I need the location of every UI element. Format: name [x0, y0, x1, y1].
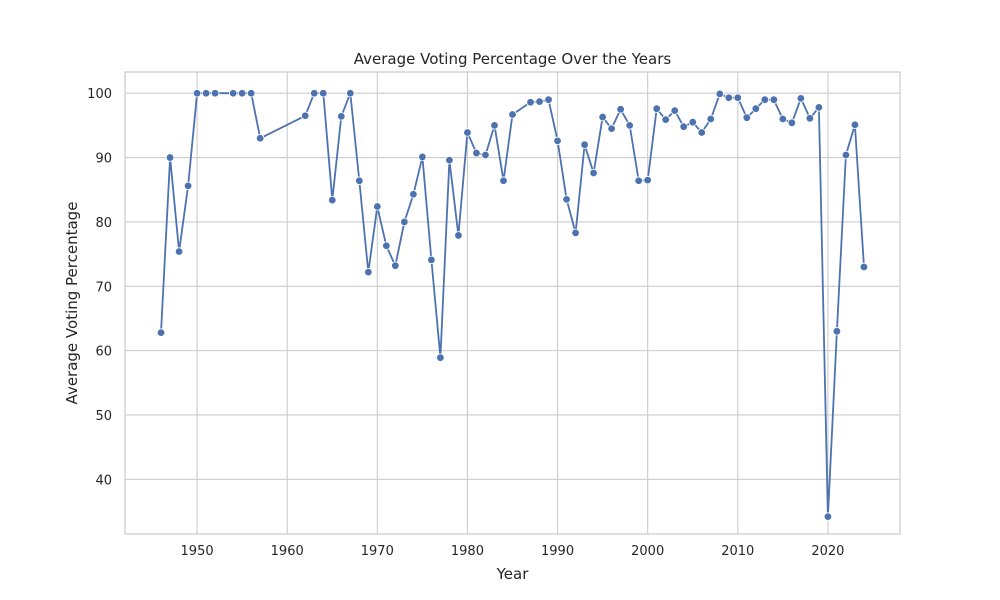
data-point — [832, 327, 842, 336]
data-point — [409, 190, 418, 199]
data-point — [228, 89, 238, 98]
chart-title: Average Voting Percentage Over the Years — [354, 50, 672, 68]
data-point — [255, 134, 265, 143]
data-point — [544, 95, 553, 104]
data-point — [246, 89, 256, 98]
data-point — [670, 106, 679, 115]
data-point — [445, 155, 454, 165]
data-point — [643, 175, 652, 185]
data-point — [724, 93, 733, 102]
plot-frame — [124, 71, 901, 535]
data-point — [328, 195, 337, 205]
y-tick-label: 60 — [95, 345, 112, 360]
series-line — [160, 92, 865, 518]
data-point — [769, 95, 779, 104]
data-point — [436, 353, 445, 362]
data-point — [481, 150, 490, 160]
data-point — [472, 148, 481, 158]
data-point — [733, 93, 742, 102]
data-point — [535, 97, 544, 106]
data-point — [454, 231, 463, 240]
data-point — [787, 118, 797, 128]
data-point — [490, 121, 499, 130]
data-point — [373, 202, 382, 211]
data-point — [192, 89, 202, 98]
data-point — [562, 195, 571, 204]
data-point — [310, 89, 319, 98]
series — [156, 89, 869, 521]
data-point — [598, 112, 607, 122]
x-tick-label: 2000 — [631, 544, 664, 559]
data-point — [814, 103, 824, 112]
data-point — [364, 267, 373, 277]
y-tick-label: 70 — [95, 280, 112, 295]
data-point — [237, 89, 247, 98]
data-point — [427, 255, 436, 265]
data-point — [337, 112, 346, 121]
data-point — [346, 89, 355, 98]
x-tick-label: 2020 — [811, 544, 844, 559]
x-tick-label: 1980 — [451, 544, 484, 559]
y-tick-label: 80 — [95, 216, 112, 231]
data-point — [607, 124, 616, 133]
data-point — [742, 113, 752, 122]
data-point — [174, 247, 184, 256]
data-point — [661, 115, 670, 124]
data-point — [508, 110, 517, 119]
x-tick-label: 1960 — [271, 544, 304, 559]
data-point — [391, 261, 400, 270]
x-tick-label: 1950 — [181, 544, 214, 559]
data-point — [553, 136, 562, 146]
data-point — [841, 150, 851, 160]
data-point — [697, 128, 706, 137]
data-point — [805, 114, 815, 123]
y-axis-title: Average Voting Percentage — [63, 202, 81, 405]
data-point — [706, 114, 715, 124]
data-point — [580, 140, 589, 149]
data-point — [382, 241, 391, 250]
data-point — [319, 89, 328, 98]
x-axis-title: Year — [496, 565, 530, 583]
data-point — [616, 105, 625, 114]
tick-labels: 1950 1960 1970 1980 1990 2000 2010 2020 40 50 60 70… — [87, 87, 844, 559]
x-tick-label: 2010 — [721, 544, 754, 559]
data-point — [463, 128, 472, 137]
data-point — [571, 228, 580, 238]
data-point — [165, 153, 175, 162]
y-tick-label: 50 — [95, 409, 112, 424]
grid — [125, 72, 900, 534]
data-point — [652, 104, 661, 113]
x-tick-label: 1990 — [541, 544, 574, 559]
data-point — [796, 94, 806, 103]
data-point — [201, 89, 211, 98]
data-point — [183, 181, 193, 191]
data-point — [715, 89, 724, 99]
data-point — [679, 122, 688, 131]
data-point — [688, 117, 697, 127]
data-point — [625, 121, 634, 130]
x-tick-label: 1970 — [361, 544, 394, 559]
data-point — [859, 262, 869, 272]
data-point — [418, 152, 427, 162]
data-point — [589, 168, 598, 178]
data-point — [634, 176, 643, 185]
y-tick-label: 40 — [95, 473, 112, 488]
data-point — [760, 95, 770, 104]
data-point — [850, 120, 860, 129]
data-point — [301, 111, 310, 120]
data-point — [355, 176, 364, 185]
data-point — [823, 512, 833, 521]
data-point — [778, 114, 788, 124]
data-point — [499, 176, 508, 185]
y-tick-label: 100 — [87, 87, 112, 102]
y-tick-label: 90 — [95, 152, 112, 167]
data-point — [400, 217, 409, 227]
data-point — [526, 98, 535, 107]
data-point — [210, 89, 220, 98]
data-point — [156, 328, 166, 337]
data-point — [751, 104, 761, 113]
